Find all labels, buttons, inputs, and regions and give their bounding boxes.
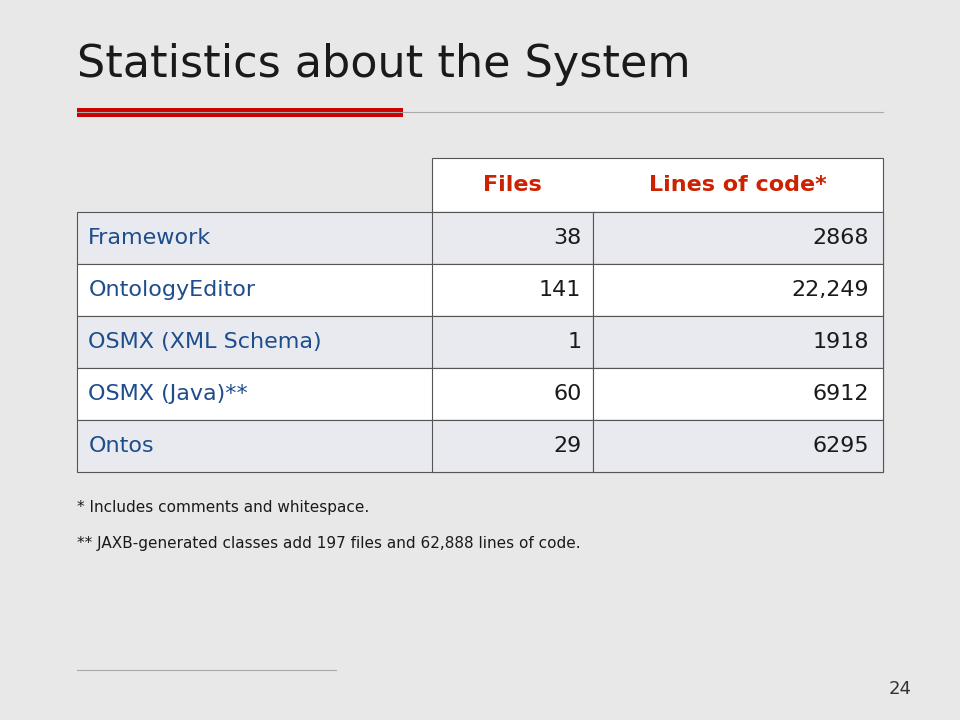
- Bar: [432, 368, 593, 420]
- Text: 22,249: 22,249: [791, 280, 869, 300]
- Text: Framework: Framework: [88, 228, 211, 248]
- Bar: [77, 212, 883, 264]
- Bar: [432, 212, 593, 264]
- Bar: [432, 264, 593, 316]
- Text: Ontos: Ontos: [88, 436, 154, 456]
- Text: 6912: 6912: [812, 384, 869, 404]
- Text: OSMX (XML Schema): OSMX (XML Schema): [88, 332, 322, 352]
- Text: OSMX (Java)**: OSMX (Java)**: [88, 384, 248, 404]
- Text: 24: 24: [889, 680, 912, 698]
- Bar: [77, 264, 883, 316]
- Bar: [593, 264, 883, 316]
- Bar: [77, 368, 883, 420]
- Text: OntologyEditor: OntologyEditor: [88, 280, 255, 300]
- Bar: [77, 108, 403, 117]
- Text: * Includes comments and whitespace.: * Includes comments and whitespace.: [77, 500, 369, 516]
- Bar: [77, 420, 883, 472]
- Text: ** JAXB-generated classes add 197 files and 62,888 lines of code.: ** JAXB-generated classes add 197 files …: [77, 536, 581, 552]
- Text: 29: 29: [553, 436, 582, 456]
- Text: Statistics about the System: Statistics about the System: [77, 43, 690, 86]
- Bar: [432, 420, 593, 472]
- Text: 38: 38: [553, 228, 582, 248]
- Text: 1: 1: [567, 332, 582, 352]
- Text: 6295: 6295: [812, 436, 869, 456]
- Text: Lines of code*: Lines of code*: [649, 176, 827, 195]
- Bar: [593, 316, 883, 368]
- Bar: [77, 316, 883, 368]
- Text: 60: 60: [553, 384, 582, 404]
- Text: 1918: 1918: [812, 332, 869, 352]
- Text: 141: 141: [539, 280, 582, 300]
- Bar: [432, 316, 593, 368]
- Bar: [593, 368, 883, 420]
- Text: Files: Files: [483, 176, 541, 195]
- Bar: [432, 158, 883, 212]
- Text: 2868: 2868: [812, 228, 869, 248]
- Bar: [593, 212, 883, 264]
- Bar: [593, 420, 883, 472]
